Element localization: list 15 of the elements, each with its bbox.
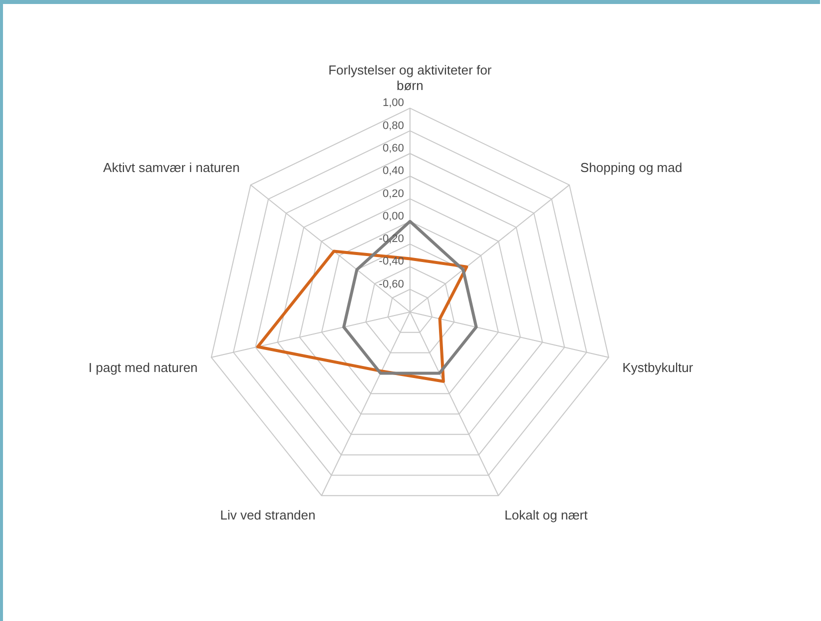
y-tick-label: 1,00 [382,97,404,110]
y-tick-label: 0,60 [382,142,404,155]
spoke-label: Shopping og mad [580,160,682,175]
spoke-label: Kystbykultur [622,360,694,375]
y-tick-label: 0,40 [382,165,404,178]
spoke-label: Lokalt og nært [504,508,588,523]
y-tick-label: 0,20 [382,188,404,200]
spoke-label: Liv ved stranden [220,508,316,523]
y-tick-label: -0,40 [378,256,404,268]
y-tick-label: 0,00 [382,210,404,222]
y-tick-label: -0,60 [378,278,404,290]
spoke-label: Aktivt samvær i naturen [103,160,240,175]
y-tick-label: 0,80 [382,120,404,132]
spoke-label: I pagt med naturen [88,360,198,375]
spoke-label: Forlystelser og aktiviteter for børn [328,62,492,93]
